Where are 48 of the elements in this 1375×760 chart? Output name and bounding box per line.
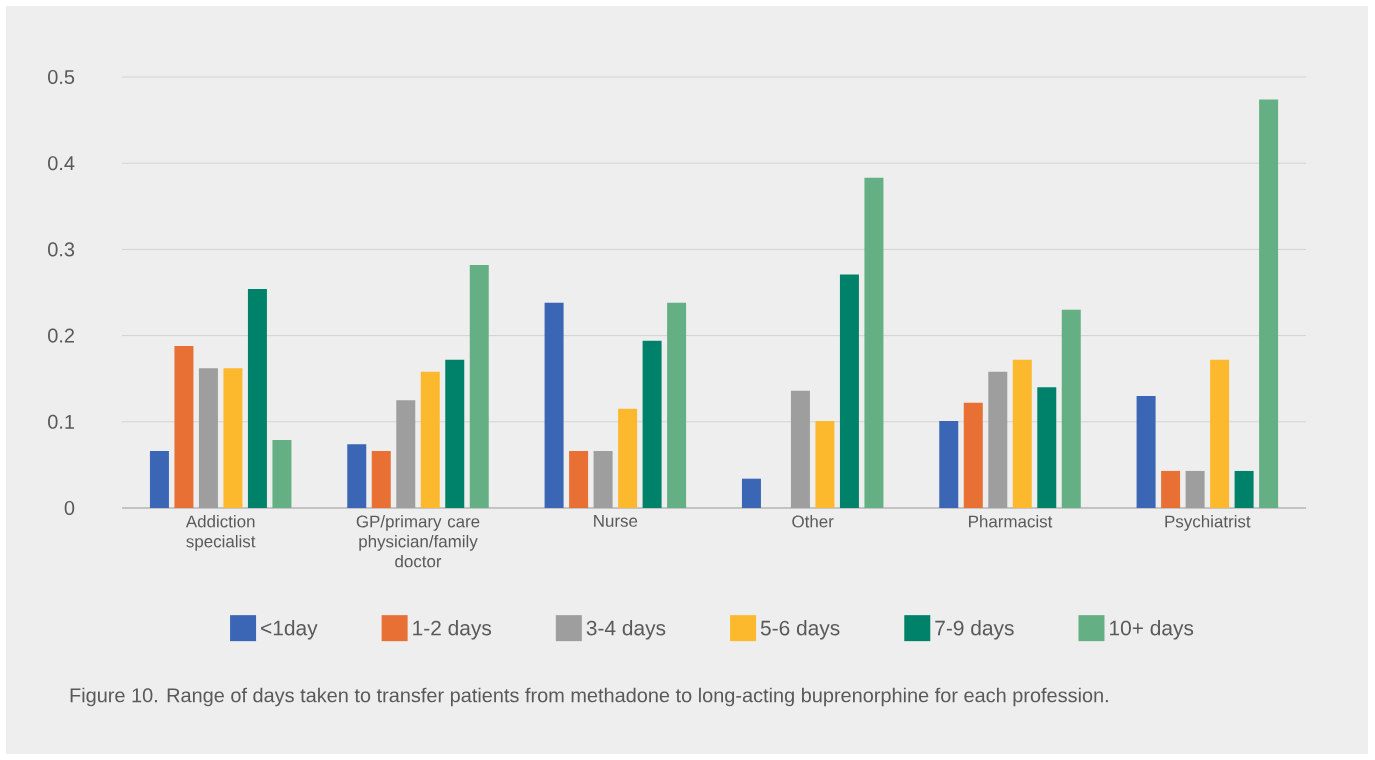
bar (174, 345, 194, 508)
bar (1234, 470, 1254, 508)
y-tick-label: 0.3 (48, 242, 75, 257)
bar (864, 177, 884, 508)
bar (420, 371, 440, 508)
y-tick-label: 0.5 (48, 69, 75, 85)
bar (469, 264, 489, 508)
bar (445, 359, 465, 508)
legend-label: <1day (261, 620, 318, 640)
legend-label: 10+ days (1110, 620, 1194, 640)
bar (939, 420, 959, 508)
bar (839, 274, 859, 508)
bar (1259, 99, 1279, 508)
bar (1012, 359, 1032, 508)
y-tick-label: 0.4 (48, 156, 75, 171)
x-tick-label: Addiction specialist (185, 515, 256, 551)
bar (247, 289, 267, 508)
y-tick-label: 0 (64, 500, 75, 516)
bar (963, 402, 983, 508)
bar (618, 408, 638, 508)
bar (1210, 359, 1230, 508)
caption: Figure 10. Range of days taken to transfer patients from methadone to long-acting buprenorphine for each profession. (70, 687, 1108, 707)
bar (1037, 387, 1057, 508)
x-tick-label: Nurse (594, 515, 638, 527)
bar (1161, 470, 1181, 508)
bar (544, 302, 564, 508)
bar (741, 478, 761, 508)
bar (371, 451, 391, 508)
x-tick-label: Pharmacist (969, 515, 1053, 528)
legend-label: 7-9 days (935, 620, 1014, 640)
x-tick-label: Psychiatrist (1165, 515, 1251, 531)
legend-label: 5-6 days (760, 620, 840, 640)
bar (642, 340, 662, 508)
bar (272, 439, 292, 508)
bar (1061, 309, 1081, 508)
bar (815, 420, 835, 508)
bar (667, 302, 687, 508)
x-tick-label: Other (792, 515, 834, 528)
y-tick-label: 0.2 (48, 328, 74, 343)
legend-label: 1-2 days (413, 620, 492, 640)
y-tick-label: 0.1 (48, 414, 75, 429)
bar (223, 368, 243, 508)
bar (1136, 395, 1156, 508)
legend-label: 3-4 days (586, 620, 666, 640)
bar (347, 444, 367, 508)
bar (149, 451, 169, 508)
x-tick-label: GP/primary care physician/family doctor (356, 515, 480, 568)
bar (569, 451, 589, 508)
